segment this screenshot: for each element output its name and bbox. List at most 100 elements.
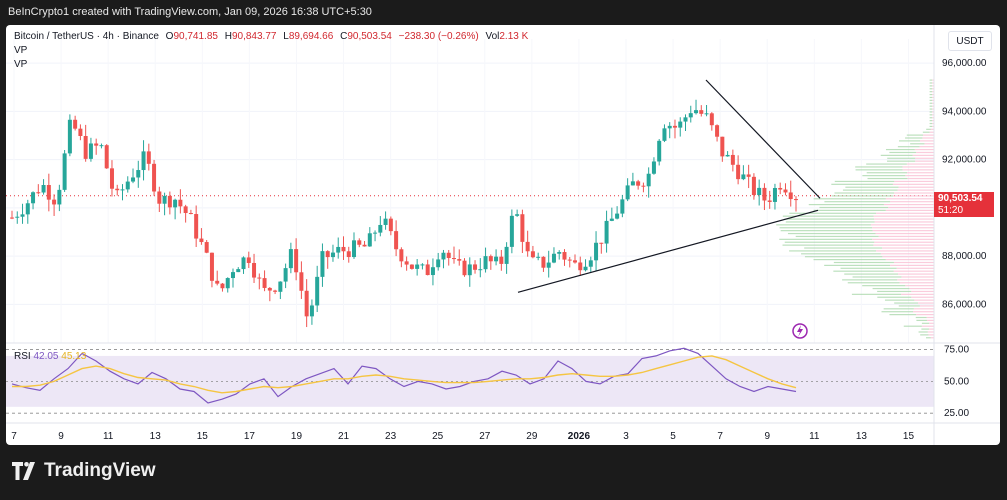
volume-profile-up <box>929 111 933 113</box>
volume-profile-up <box>840 267 897 269</box>
candle-body <box>309 305 314 317</box>
candle-body <box>441 252 446 260</box>
candle-body <box>215 280 220 284</box>
volume-profile-down <box>870 224 934 226</box>
volume-profile-up <box>784 218 875 220</box>
ohlc-low: L89,694.66 <box>283 31 334 42</box>
volume-profile-down <box>883 203 934 206</box>
candle-body <box>420 264 425 266</box>
rsi-label[interactable]: RSI <box>14 351 31 362</box>
candle-body <box>167 195 172 208</box>
candle-body <box>415 264 420 269</box>
volume-profile-down <box>872 230 934 232</box>
volume-profile-down <box>909 287 934 290</box>
volume-profile-down <box>873 215 934 217</box>
volume-profile-down <box>922 137 934 139</box>
volume-profile-up <box>921 322 930 324</box>
time-tick-label: 17 <box>244 431 256 442</box>
candle-body <box>399 249 404 262</box>
indicator-vp-1[interactable]: VP <box>14 45 28 56</box>
candle-body <box>173 199 178 208</box>
candle-body <box>451 257 456 260</box>
volume-profile-down <box>872 227 934 229</box>
tradingview-mark-icon <box>12 462 35 480</box>
time-tick-label: 23 <box>385 431 397 442</box>
volume-profile-up <box>929 125 933 128</box>
price-tick-label: 96,000.00 <box>942 58 987 69</box>
volume-profile-up <box>897 146 920 148</box>
volume-profile-up <box>779 227 873 229</box>
candle-body <box>788 192 793 200</box>
volume-profile-up <box>929 108 933 110</box>
time-tick-label: 7 <box>717 431 723 442</box>
volume-profile-up <box>855 169 903 171</box>
volume-profile-up <box>782 215 874 217</box>
candle-body <box>304 290 309 317</box>
volume-profile-down <box>926 319 934 322</box>
volume-profile-down <box>901 293 934 295</box>
volume-profile-up <box>872 287 910 290</box>
volume-profile-up <box>929 99 933 101</box>
volume-profile-up <box>929 96 933 99</box>
candle-body <box>551 253 556 263</box>
candle-body <box>131 177 136 182</box>
candle-body <box>299 272 304 291</box>
rsi-header: RSI 42.05 45.13 <box>14 351 86 362</box>
candle-body <box>152 163 157 192</box>
candle-body <box>546 262 551 268</box>
time-tick-label: 29 <box>526 431 538 442</box>
currency-button[interactable]: USDT <box>948 31 992 51</box>
volume-profile-up <box>929 114 933 116</box>
candle-body <box>346 251 351 258</box>
volume-profile-down <box>907 177 934 180</box>
candle-body <box>194 214 199 239</box>
volume-profile-up <box>852 276 902 278</box>
volume-profile-down <box>932 108 934 110</box>
trendlines[interactable] <box>517 79 821 293</box>
candles <box>10 99 798 328</box>
time-tick-label: 13 <box>856 431 868 442</box>
candle-body <box>615 213 620 219</box>
time-tick-label: 2026 <box>568 431 591 442</box>
volume-profile-down <box>929 322 934 324</box>
candle-body <box>488 256 493 262</box>
volume-profile-down <box>928 328 934 330</box>
volume-profile-up <box>834 192 895 194</box>
candle-body <box>10 217 14 219</box>
time-tick-label: 21 <box>338 431 350 442</box>
time-tick-label: 15 <box>197 431 209 442</box>
chart-canvas[interactable]: 86,000.0088,000.0090,000.0092,000.0094,0… <box>6 25 1000 445</box>
volume-profile-down <box>872 238 934 240</box>
volume-profile-down <box>921 325 934 327</box>
tradingview-logo[interactable]: TradingView <box>12 460 156 482</box>
volume-profile-up <box>898 305 920 307</box>
candle-body <box>457 259 462 261</box>
indicator-vp-2[interactable]: VP <box>14 59 28 70</box>
volume-profile-down <box>932 93 934 96</box>
time-tick-label: 5 <box>670 431 676 442</box>
candle-body <box>78 128 83 137</box>
rsi-line <box>11 347 797 404</box>
volume-profile-up <box>851 293 902 295</box>
volume-profile-down <box>932 111 934 113</box>
candle-body <box>736 164 741 180</box>
candle-body <box>620 199 625 214</box>
rsi-band <box>6 349 934 414</box>
volume-profile-down <box>885 259 934 261</box>
candle-body <box>536 256 541 258</box>
symbol-title[interactable]: Bitcoin / TetherUS · 4h · Binance <box>14 31 159 42</box>
candle-body <box>430 267 435 276</box>
candle-body <box>83 136 88 159</box>
candle-body <box>209 252 214 281</box>
volume-profile-down <box>902 169 934 171</box>
volume-profile-down <box>873 244 934 246</box>
volume-profile-down <box>894 192 934 194</box>
volume-profile-down <box>916 314 934 316</box>
volume-profile-up <box>847 282 900 284</box>
candle-body <box>641 185 646 187</box>
candle-body <box>252 262 257 278</box>
ohlc-change: −238.30 (−0.26%) <box>398 31 479 42</box>
bar-countdown: 51:20 <box>934 205 994 217</box>
chart-panel[interactable]: 86,000.0088,000.0090,000.0092,000.0094,0… <box>6 25 1000 445</box>
candle-body <box>499 256 504 264</box>
